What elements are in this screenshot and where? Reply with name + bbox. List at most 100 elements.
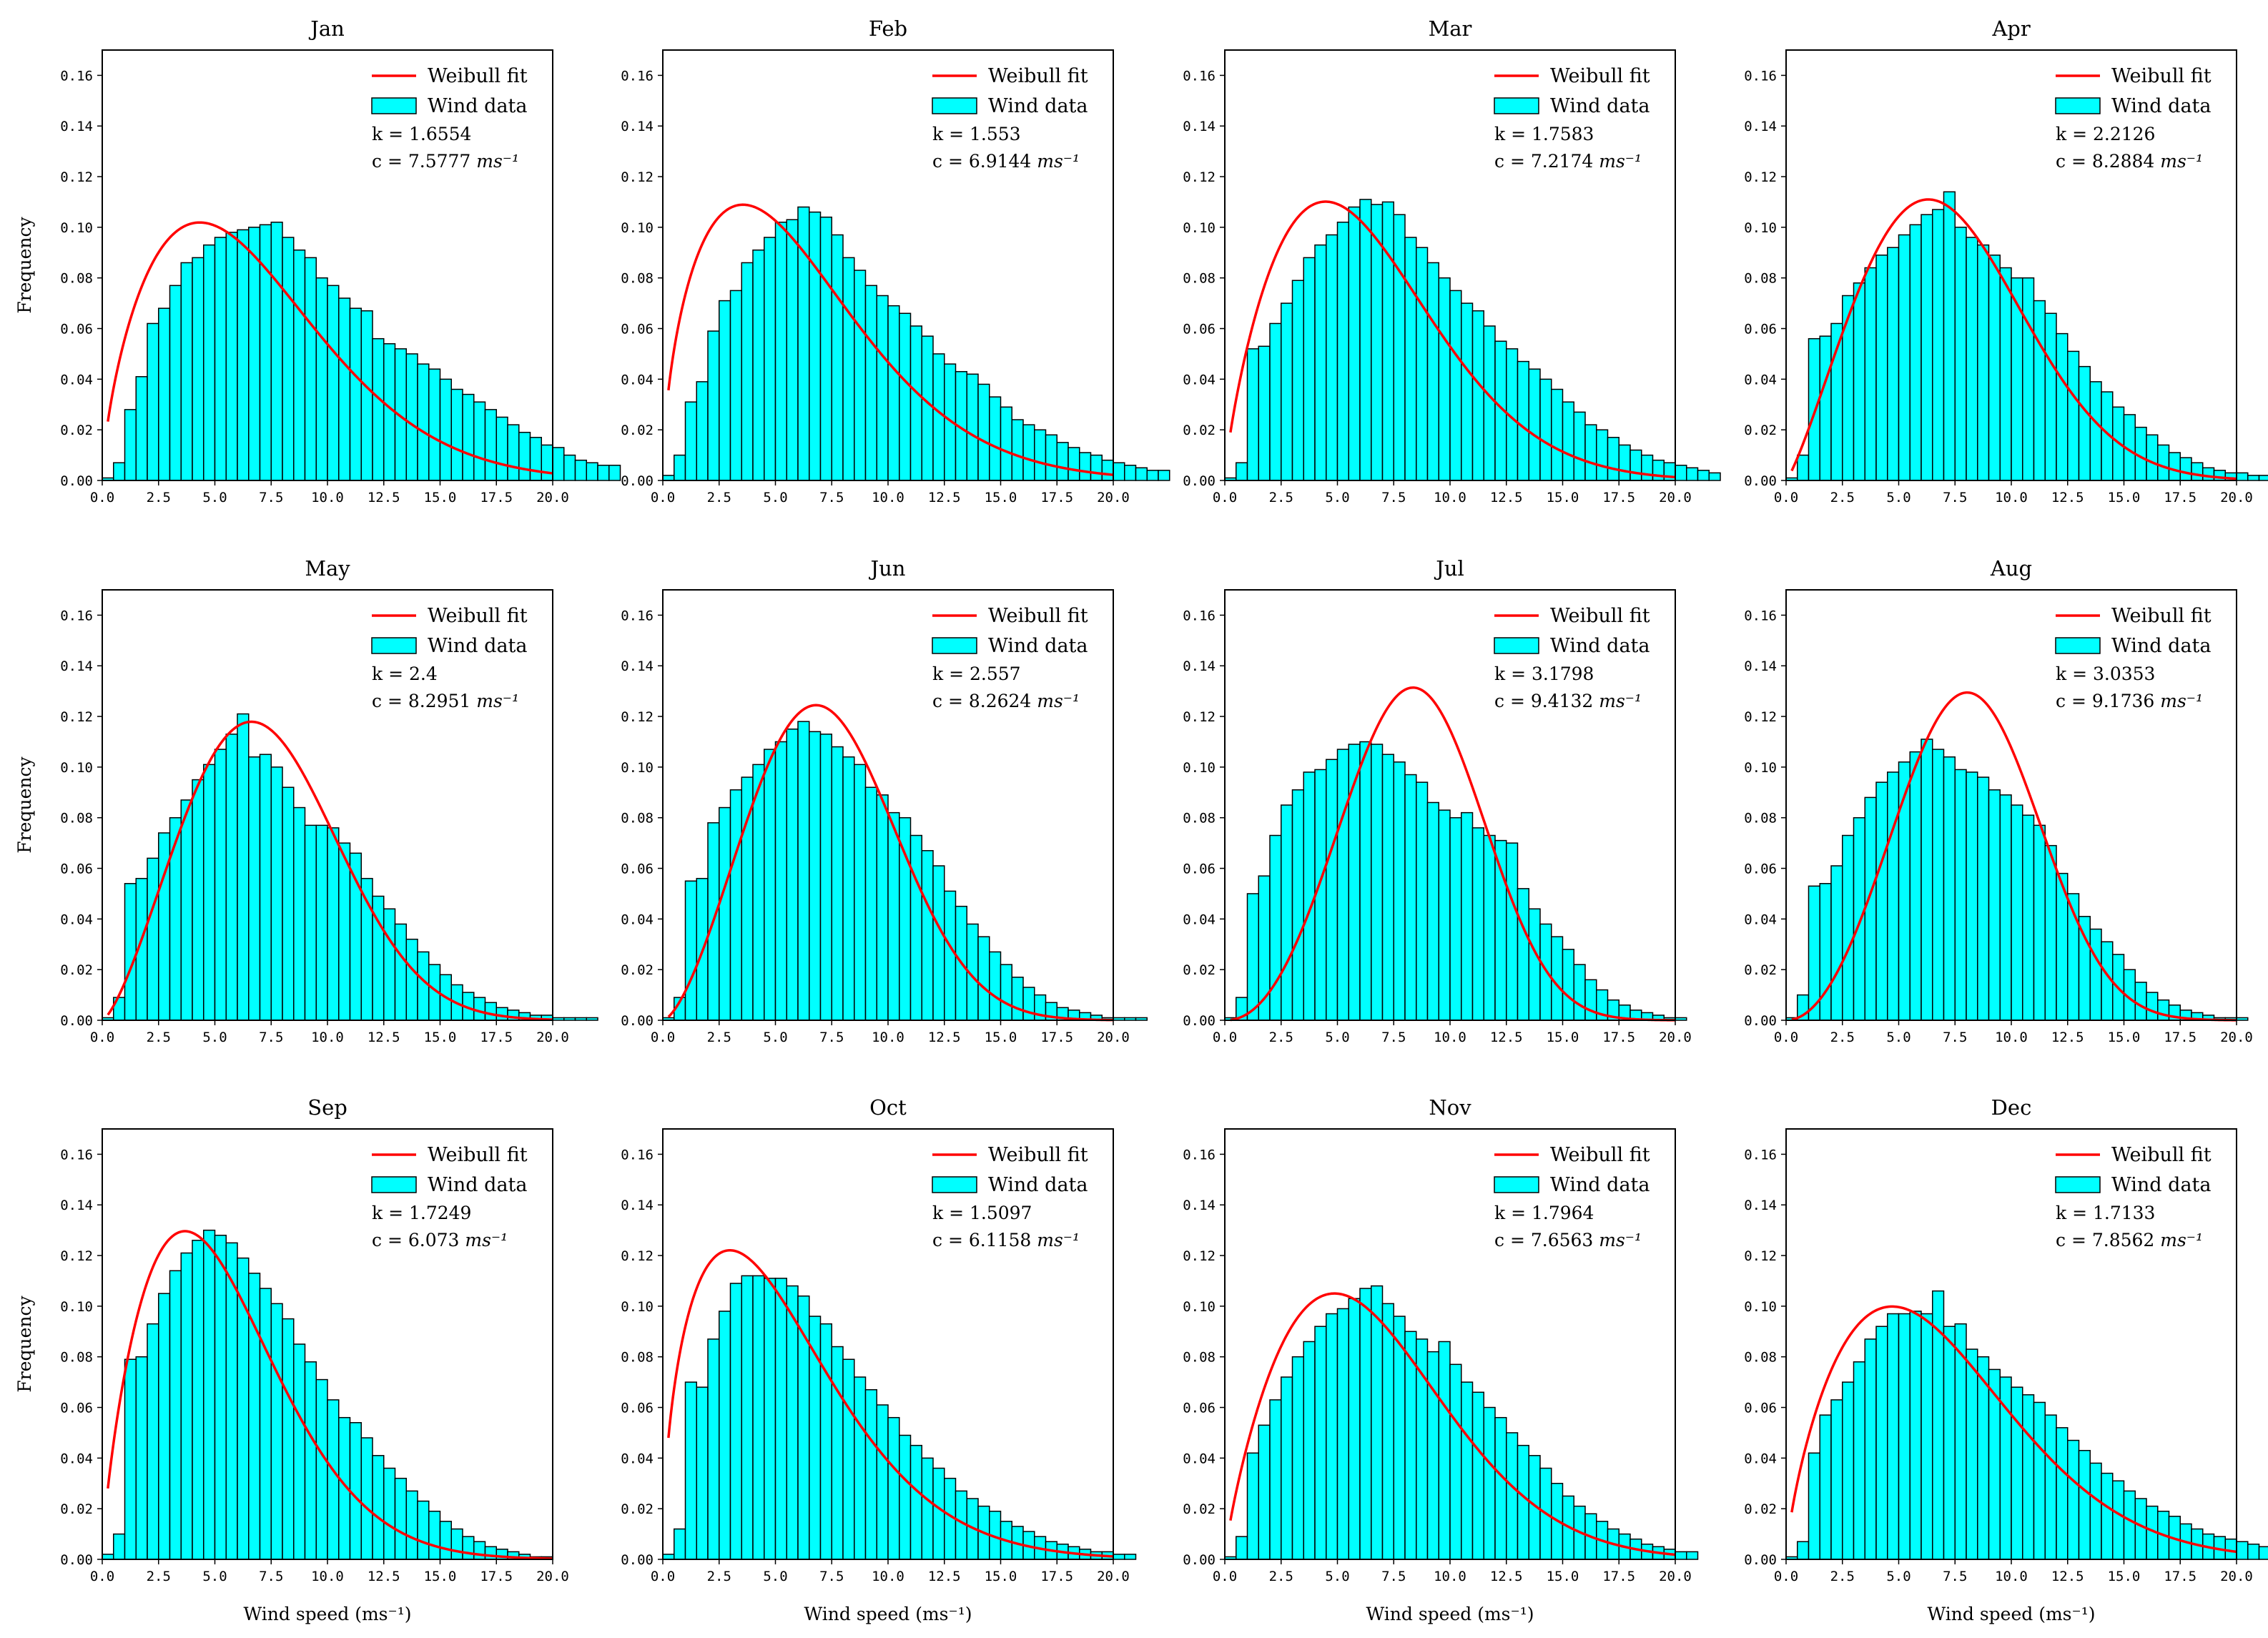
histogram-bar <box>819 734 832 1021</box>
histogram-bar <box>439 378 452 481</box>
histogram-bar <box>1483 1406 1496 1560</box>
histogram-bar <box>1371 1285 1384 1560</box>
histogram-bar <box>2044 312 2057 481</box>
histogram-bar <box>270 766 283 1021</box>
y-tick-label: 0.16 <box>60 608 93 623</box>
histogram-bar <box>2022 814 2035 1021</box>
legend-fit-label: Weibull fit <box>2111 605 2212 627</box>
y-tick-label: 0.14 <box>1744 1198 1777 1213</box>
histogram-bars <box>1785 1290 2268 1560</box>
histogram-bar <box>282 237 295 481</box>
y-tick-label: 0.02 <box>621 423 654 438</box>
histogram-bar <box>674 454 686 481</box>
histogram-bar <box>180 262 193 481</box>
histogram-bar <box>719 1311 731 1560</box>
histogram-bars <box>662 206 1170 481</box>
y-tick-label: 0.02 <box>1744 1501 1777 1517</box>
x-tick-label: 7.5 <box>1943 1030 1967 1045</box>
histogram-bar <box>1471 1391 1484 1560</box>
histogram-bar <box>2179 457 2192 481</box>
histogram-bar <box>1269 1399 1282 1560</box>
histogram-bar <box>1943 756 1956 1021</box>
histogram-bar <box>473 1541 486 1560</box>
histogram-bar <box>1618 444 1631 481</box>
histogram-bar <box>2236 1541 2249 1560</box>
legend: Weibull fit Wind data k = 1.7133 c = 7.8562… <box>2055 1144 2212 1250</box>
chart-title: Jan <box>308 16 345 41</box>
x-tick-label: 12.5 <box>1490 1030 1523 1045</box>
legend-data-label: Wind data <box>2111 95 2212 117</box>
histogram-bar <box>2089 928 2102 1021</box>
legend: Weibull fit Wind data k = 3.1798 c = 9.4132… <box>1494 605 1650 711</box>
x-tick-label: 12.5 <box>2051 1030 2084 1045</box>
x-tick-label: 20.0 <box>1659 1030 1692 1045</box>
x-tick-label: 20.0 <box>536 1030 569 1045</box>
histogram-bar <box>417 951 430 1021</box>
histogram-bar <box>552 447 565 481</box>
histogram-bar <box>1966 771 1978 1021</box>
y-tick-label: 0.00 <box>60 1013 93 1029</box>
histogram-bar <box>147 1323 159 1560</box>
legend-data-label: Wind data <box>1550 95 1650 117</box>
histogram-bar <box>809 731 822 1021</box>
x-tick-label: 17.5 <box>1602 1569 1635 1584</box>
histogram-bar <box>1494 1416 1507 1560</box>
histogram-bar <box>124 1358 137 1560</box>
y-tick-label: 0.16 <box>60 68 93 84</box>
histogram-bar <box>1641 454 1654 481</box>
histogram-bar <box>270 1303 283 1560</box>
weibull-fit-line <box>107 720 553 1021</box>
histogram-bar <box>372 337 385 481</box>
histogram-bar <box>394 923 407 1021</box>
histogram-bar <box>439 1521 452 1560</box>
histogram-bar <box>1471 310 1484 481</box>
histogram-bar <box>1875 1326 1888 1560</box>
shape-parameter-k: k = 1.7249 <box>372 1203 471 1223</box>
x-tick-label: 2.5 <box>707 490 731 505</box>
x-tick-label: 10.0 <box>872 1030 904 1045</box>
histogram-bar <box>1966 1348 1978 1560</box>
histogram-bar <box>1797 454 1810 481</box>
histogram-bar <box>1887 1313 1900 1560</box>
x-tick-label: 0.0 <box>1213 1569 1237 1584</box>
legend-fit-label: Weibull fit <box>988 605 1088 627</box>
y-tick-label: 0.08 <box>621 1350 654 1366</box>
weibull-fit-line <box>1229 1292 1676 1556</box>
x-tick-label: 12.5 <box>368 1030 400 1045</box>
histogram-bar <box>282 786 295 1021</box>
y-axis-ticks: 0.00 0.02 0.04 0.06 0.08 0.10 0.12 0.14 0.16 <box>1183 68 1225 489</box>
shape-parameter-k: k = 2.557 <box>932 663 1021 684</box>
x-tick-label: 7.5 <box>259 490 283 505</box>
y-tick-label: 0.06 <box>621 1401 654 1416</box>
histogram-bar <box>2134 982 2147 1021</box>
y-tick-label: 0.14 <box>621 1198 654 1213</box>
x-axis-ticks: 0.0 2.5 5.0 7.5 10.0 12.5 15.0 17.5 20.0 <box>90 480 569 505</box>
histogram-bar <box>1830 1399 1843 1560</box>
scale-parameter-c: c = 8.2884 ms⁻¹ <box>2056 151 2203 172</box>
histogram-bar <box>662 475 675 481</box>
histogram-bar <box>2089 1462 2102 1560</box>
histogram-bar <box>1236 462 1248 481</box>
x-tick-label: 5.0 <box>202 1569 227 1584</box>
histogram-bar <box>2168 452 2181 481</box>
histogram-bar <box>2089 381 2102 481</box>
y-tick-label: 0.08 <box>1744 811 1777 827</box>
x-tick-label: 20.0 <box>2220 490 2253 505</box>
y-tick-label: 0.10 <box>621 220 654 236</box>
histogram-bar <box>237 713 250 1021</box>
legend-data-label: Wind data <box>428 1174 528 1196</box>
y-tick-label: 0.08 <box>1744 1350 1777 1366</box>
histogram-bar <box>1864 267 1877 481</box>
histogram-bar <box>1393 761 1406 1021</box>
histogram-bar <box>1101 459 1114 481</box>
histogram-bar <box>741 262 754 481</box>
histogram-bar <box>304 257 317 481</box>
histogram-bar <box>719 806 731 1021</box>
histogram-bar <box>1291 789 1304 1021</box>
histogram-bar <box>1932 749 1945 1021</box>
histogram-bar <box>473 401 486 481</box>
chart-title: Jun <box>869 556 906 581</box>
